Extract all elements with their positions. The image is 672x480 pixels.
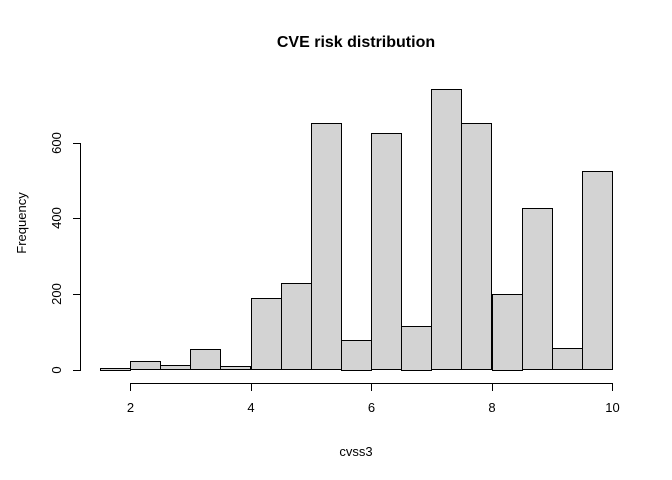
histogram-bar	[340, 340, 372, 371]
x-axis-tick	[371, 383, 372, 391]
x-tick-label: 4	[247, 400, 255, 415]
histogram-bar	[280, 283, 312, 371]
y-tick-label: 0	[49, 365, 64, 374]
histogram-bar	[310, 123, 342, 371]
histogram-bar	[521, 208, 553, 371]
y-tick-label: 600	[49, 131, 64, 154]
x-axis-tick	[612, 383, 613, 391]
y-axis-line	[80, 142, 81, 371]
y-tick-label: 400	[49, 207, 64, 230]
histogram-bar	[551, 348, 583, 371]
x-tick-label: 8	[488, 400, 496, 415]
x-axis-tick	[130, 383, 131, 391]
x-axis-tick	[250, 383, 252, 391]
y-axis-tick	[73, 218, 81, 220]
histogram-bar	[491, 293, 523, 371]
histogram-bar	[461, 122, 493, 371]
histogram-bar	[130, 361, 162, 371]
x-axis-label: cvss3	[339, 444, 373, 459]
histogram-bar	[401, 326, 433, 371]
y-axis-tick	[73, 142, 81, 144]
histogram-bar	[431, 88, 463, 371]
histogram-bar	[371, 132, 403, 371]
histogram-bar	[220, 366, 252, 371]
x-tick-label: 2	[126, 400, 135, 415]
chart-title: CVE risk distribution	[276, 34, 436, 51]
histogram-bar	[160, 364, 192, 371]
histogram-bar	[581, 170, 613, 371]
histogram-bar	[99, 368, 131, 371]
x-tick-label: 6	[367, 400, 376, 415]
x-axis-tick	[491, 383, 493, 391]
histogram-bar	[250, 298, 282, 371]
histogram-bar	[190, 349, 222, 371]
x-tick-label: 10	[605, 400, 620, 415]
y-axis-tick	[73, 293, 81, 295]
y-axis-tick	[73, 369, 81, 371]
y-tick-label: 200	[49, 282, 64, 305]
